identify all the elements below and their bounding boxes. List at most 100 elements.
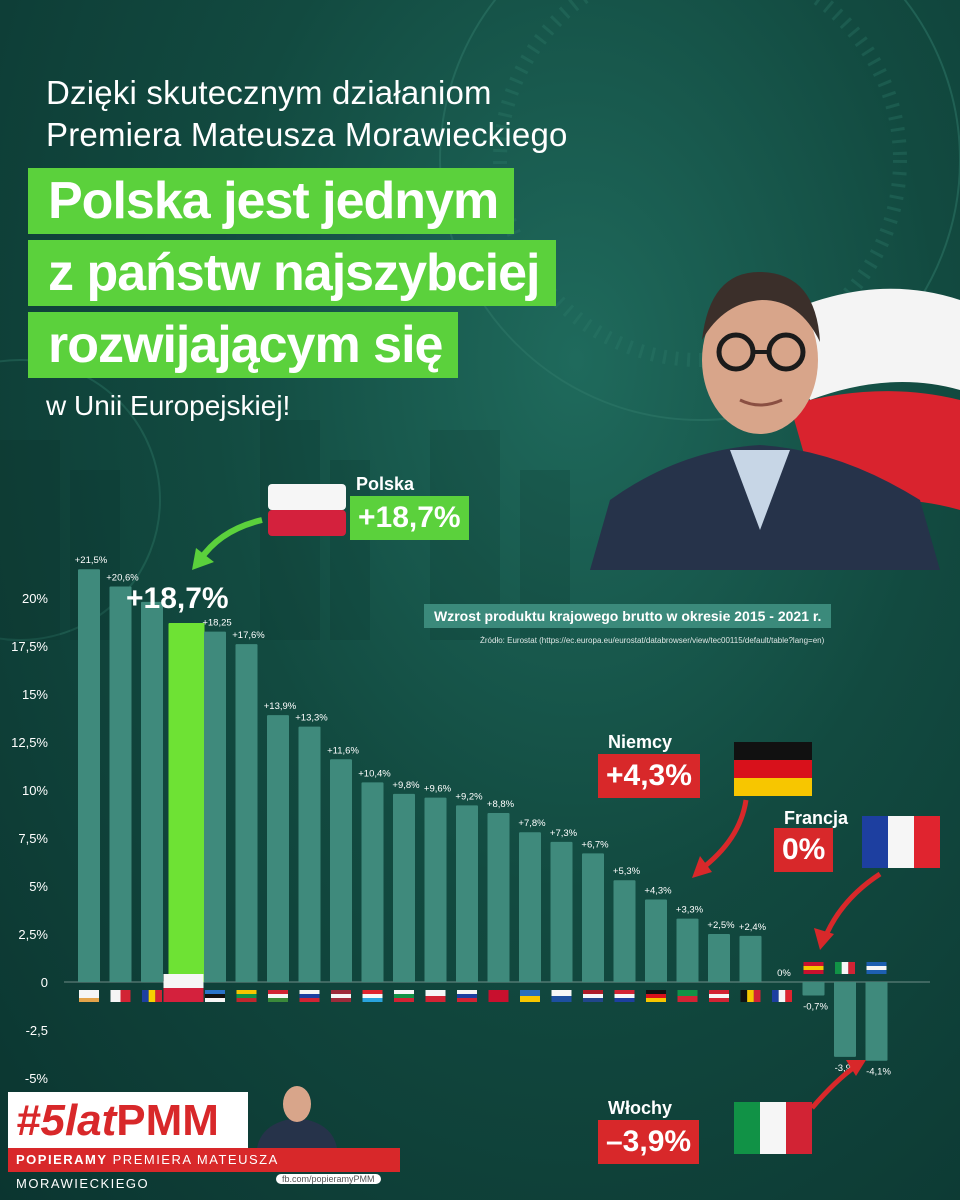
flag-czechia-icon <box>425 990 446 996</box>
bar-cyprus <box>78 569 100 982</box>
flag-croatia-icon <box>614 990 635 994</box>
portrait-photo <box>590 230 960 570</box>
bar-spain <box>802 982 825 996</box>
bar-slovenia <box>298 726 321 982</box>
flag-romania-icon <box>155 990 162 1002</box>
bar-label-portugal: +3,3% <box>676 905 704 916</box>
flag-greece-icon <box>866 962 887 966</box>
flag-austria-icon <box>709 994 729 998</box>
callout-niemcy-label: Niemcy <box>608 732 673 752</box>
flag-cyprus-icon <box>79 994 99 998</box>
francja-arrow-icon <box>821 871 882 941</box>
flag-malta-icon <box>110 990 121 1002</box>
bar-sweden <box>519 832 541 982</box>
y-tick-label: 7,5% <box>18 831 48 846</box>
bar-label-austria: +2,5% <box>707 920 735 931</box>
flag-romania-icon <box>148 990 156 1002</box>
bar-label-italy: -3,9% <box>835 1063 860 1074</box>
headline-line-3: rozwijającym się <box>28 312 459 378</box>
wlochy-arrow-icon <box>810 1063 858 1110</box>
y-tick-label: 12,5% <box>11 735 48 750</box>
chart-title: Wzrost produktu krajowego brutto w okres… <box>434 608 822 624</box>
flag-cyprus-icon <box>79 998 99 1002</box>
footer-branding: #5latPMM POPIERAMY PREMIERA MATEUSZA MOR… <box>8 1086 400 1191</box>
bar-portugal <box>676 918 699 982</box>
flag-slovenia-icon <box>299 994 320 998</box>
bar-label-belgium: +2,4% <box>739 922 767 933</box>
bar-label-slovakia: +9,2% <box>455 791 483 802</box>
poland-flag-icon <box>268 484 346 536</box>
flag-croatia-icon <box>614 998 635 1002</box>
bar-netherlands <box>582 853 604 982</box>
flag-sweden-icon <box>520 990 540 996</box>
flag-germany-icon <box>646 990 666 994</box>
flag-croatia-icon <box>614 994 635 998</box>
flag-greece-icon <box>866 966 887 970</box>
germany-flag-icon <box>734 742 812 796</box>
footer-tag: #5latPMM <box>16 1096 219 1145</box>
flag-germany-icon <box>646 998 666 1002</box>
flag-slovakia-icon <box>457 994 477 998</box>
callout-niemcy-value: +4,3% <box>598 754 700 798</box>
bar-romania <box>141 601 163 982</box>
bar-hungary <box>267 715 289 982</box>
polska-arrow-icon <box>197 517 263 562</box>
flag-bulgaria-icon <box>394 990 414 994</box>
bar-estonia <box>204 631 226 982</box>
bar-label-malta: +20,6% <box>106 572 139 583</box>
flag-denmark-icon <box>488 996 509 1002</box>
flag-germany-icon <box>646 994 666 998</box>
intro-text: Dzięki skutecznym działaniom Premiera Ma… <box>46 72 568 156</box>
callout-francja-value: 0% <box>774 828 834 872</box>
bar-germany <box>645 899 667 982</box>
callout-polska-label: Polska <box>356 474 415 494</box>
footer-portrait-icon <box>257 1086 337 1148</box>
bar-label-hungary: +13,9% <box>264 701 297 712</box>
flag-austria-icon <box>709 990 729 994</box>
flag-italy-icon <box>841 962 849 974</box>
y-tick-label: 2,5% <box>18 927 48 942</box>
headline-line-1: Polska jest jednym <box>28 168 515 234</box>
flag-portugal-icon <box>677 996 698 1002</box>
bar-croatia <box>613 880 636 982</box>
polska-bar-value: +18,7% <box>126 582 229 615</box>
bar-label-spain: -0,7% <box>803 1001 828 1012</box>
flag-slovakia-icon <box>457 998 477 1002</box>
flag-romania-icon <box>142 990 149 1002</box>
bar-label-bulgaria: +9,8% <box>392 780 420 791</box>
flag-hungary-icon <box>268 998 288 1002</box>
flag-latvia-icon <box>331 998 351 1002</box>
bar-poland <box>168 622 205 982</box>
flag-belgium-icon <box>740 990 748 1002</box>
callout-wlochy-value: –3,9% <box>598 1120 700 1164</box>
flag-france-icon <box>778 990 786 1002</box>
bar-label-czechia: +9,6% <box>424 784 452 795</box>
footer-slogan: POPIERAMY PREMIERA MATEUSZA MORAWIECKIEG… <box>8 1148 400 1191</box>
y-tick-label: 20% <box>22 591 48 606</box>
callout-wlochy-label: Włochy <box>608 1098 673 1118</box>
bar-lithuania <box>235 644 258 982</box>
flag-luxembourg-icon <box>362 994 383 998</box>
flag-slovenia-icon <box>299 990 320 994</box>
intro-line-1: Dzięki skutecznym działaniom <box>46 74 492 111</box>
y-tick-label: 15% <box>22 687 48 702</box>
flag-france-icon <box>785 990 792 1002</box>
bar-label-estonia: +18,25 <box>202 618 231 629</box>
flag-bulgaria-icon <box>394 998 414 1002</box>
bar-latvia <box>330 759 352 982</box>
flag-cyprus-icon <box>79 990 99 994</box>
niemcy-arrow-icon <box>698 799 749 872</box>
bar-malta <box>109 586 132 982</box>
bar-label-latvia: +11,6% <box>327 745 359 756</box>
flag-denmark-icon <box>488 990 509 996</box>
flag-czechia-icon <box>425 996 446 1002</box>
flag-finland-icon <box>551 990 572 996</box>
italy-flag-icon <box>734 1102 812 1154</box>
bar-luxembourg <box>361 782 384 982</box>
flag-italy-icon <box>848 962 855 974</box>
bar-label-cyprus: +21,5% <box>75 555 108 566</box>
footer-fb-link[interactable]: fb.com/popieramyPMM <box>276 1174 381 1184</box>
bar-austria <box>708 934 730 982</box>
france-flag-icon <box>862 816 940 868</box>
